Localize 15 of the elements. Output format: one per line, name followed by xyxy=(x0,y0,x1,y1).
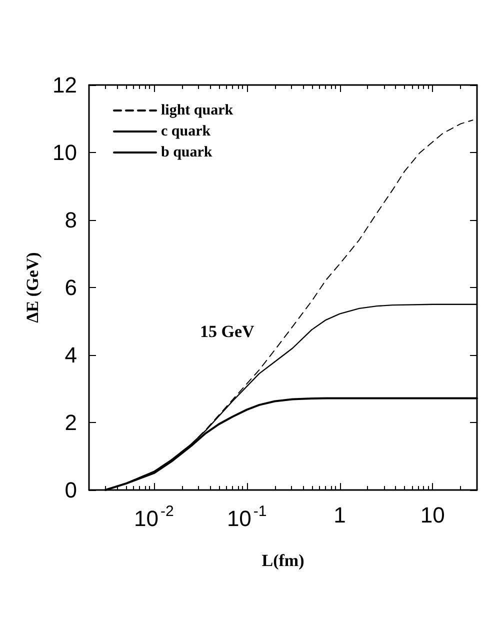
y-axis-title: ΔE (GeV) xyxy=(23,252,42,323)
y-tick-label: 10 xyxy=(52,140,77,165)
legend-label: b quark xyxy=(161,144,213,160)
y-tick-label: 2 xyxy=(64,410,77,435)
annotation: 15 GeV xyxy=(200,322,256,341)
x-tick-label: 10 xyxy=(420,502,445,528)
legend-label: c quark xyxy=(161,124,212,140)
y-tick-label: 6 xyxy=(64,275,77,300)
x-axis-title: L(fm) xyxy=(262,551,304,570)
y-tick-label: 0 xyxy=(64,478,77,502)
legend-label: light quark xyxy=(161,102,234,118)
y-tick-label: 4 xyxy=(64,342,77,368)
x-tick-label: 1 xyxy=(334,502,346,528)
y-tick-label: 8 xyxy=(64,208,77,232)
y-tick-label: 12 xyxy=(52,72,77,98)
